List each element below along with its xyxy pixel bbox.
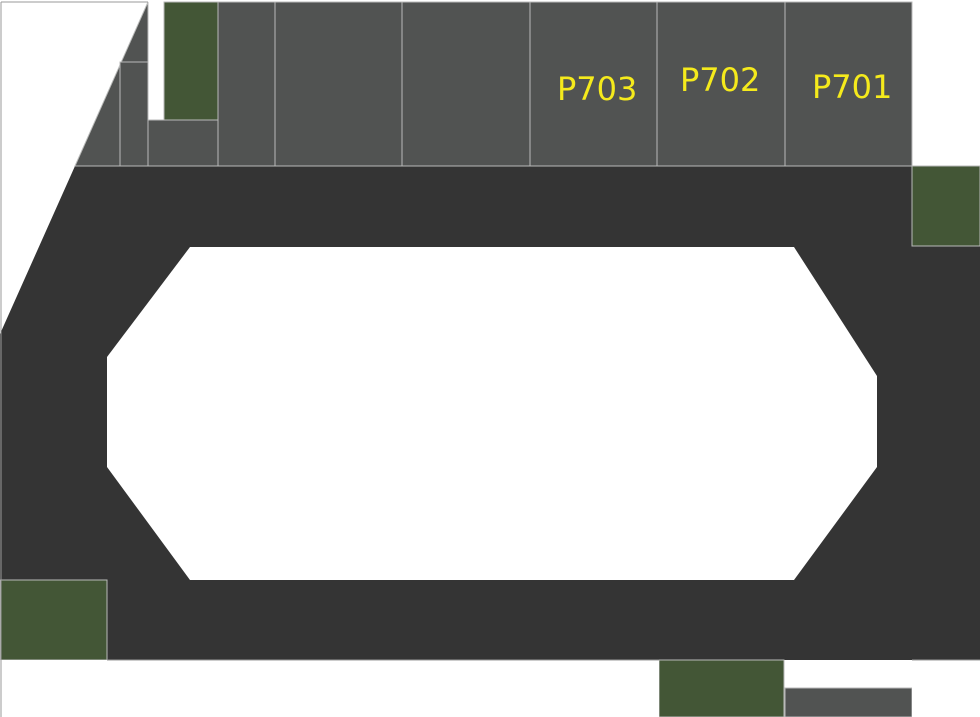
lot-p701[interactable]	[784, 1, 913, 167]
lot-block-bottom-right	[784, 687, 913, 717]
road-right-strip	[912, 246, 980, 660]
lot-p702[interactable]	[656, 1, 786, 167]
green-area-bottom-center	[658, 659, 785, 717]
lot-block-small-1	[119, 61, 149, 167]
green-area-right	[911, 165, 980, 247]
open-area-bottom-right	[912, 660, 980, 717]
lot-block-small-2	[147, 119, 219, 167]
lot-label-p702: P702	[680, 61, 761, 99]
lot-label-p701: P701	[812, 68, 893, 106]
lot-block-b	[274, 1, 403, 167]
open-area-bottom-left	[0, 660, 659, 717]
lot-block-c	[401, 1, 531, 167]
lot-block-a	[217, 1, 276, 167]
green-area-top-left	[163, 1, 219, 121]
lot-label-p703: P703	[557, 70, 638, 108]
center-island	[107, 247, 877, 580]
lot-p703[interactable]	[529, 1, 658, 167]
green-area-bottom-left	[0, 579, 108, 661]
